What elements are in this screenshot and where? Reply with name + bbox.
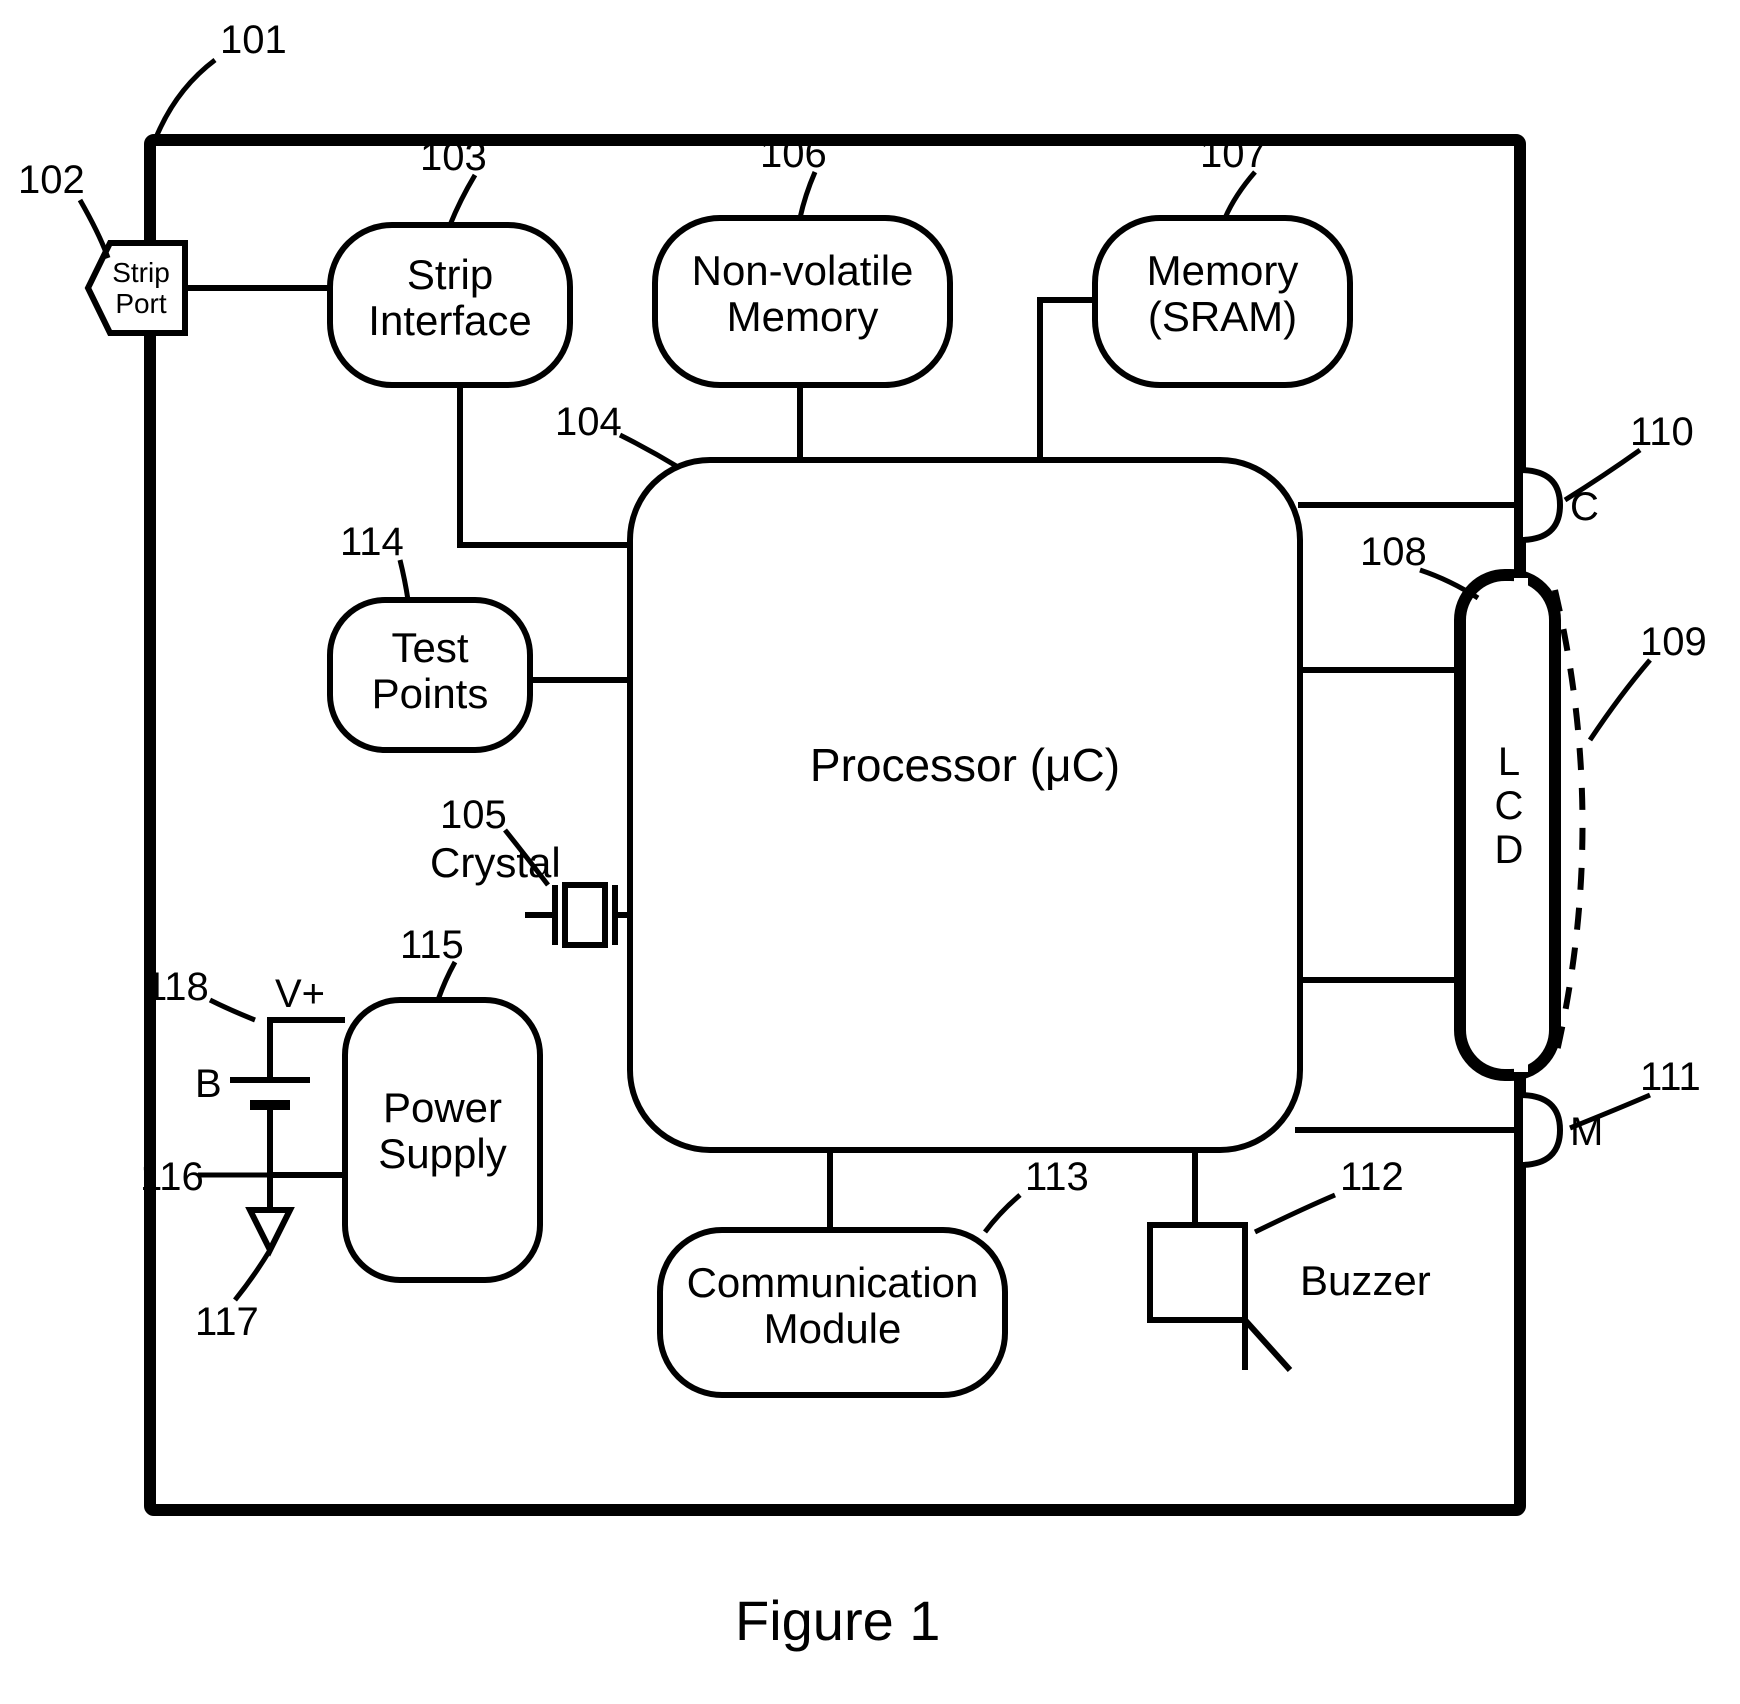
leader-117: [235, 1250, 270, 1300]
ref-105: 105: [440, 793, 507, 837]
button-c-shape: [1520, 470, 1560, 540]
ref-117: 117: [195, 1300, 259, 1344]
leader-115: [438, 962, 455, 1000]
leader-109: [1590, 660, 1650, 740]
crystal-label: Crystal: [430, 840, 590, 886]
strip-port-label: Strip Port: [102, 258, 180, 320]
ref-102: 102: [18, 158, 85, 202]
leader-114: [400, 560, 408, 600]
buzzer-shape: [1150, 1225, 1245, 1320]
ref-101: 101: [220, 18, 287, 62]
ref-118: 118: [145, 965, 209, 1009]
ref-114: 114: [340, 520, 404, 564]
ref-115: 115: [400, 923, 464, 967]
button-c-label: C: [1570, 485, 1599, 529]
leader-101: [155, 60, 215, 140]
crystal-body: [565, 885, 605, 945]
lcd-c: C: [1490, 784, 1530, 828]
buzzer-cone-line: [1245, 1320, 1290, 1370]
ref-103: 103: [420, 135, 487, 179]
processor-block: [630, 460, 1300, 1150]
leader-113: [985, 1195, 1020, 1232]
ref-113: 113: [1025, 1155, 1089, 1199]
ground-arrow: [250, 1210, 290, 1250]
leader-103: [450, 175, 475, 225]
processor-label: Processor (μC): [630, 740, 1300, 791]
nv-memory-label: Non-volatile Memory: [655, 248, 950, 340]
figure-title: Figure 1: [735, 1590, 940, 1652]
strip-interface-label: Strip Interface: [330, 252, 570, 344]
buzzer-label: Buzzer: [1300, 1258, 1480, 1304]
ref-112: 112: [1340, 1155, 1404, 1199]
ref-108: 108: [1360, 530, 1427, 574]
ref-109: 109: [1640, 620, 1707, 664]
wire-vplus: [270, 1020, 345, 1080]
test-points-label: Test Points: [330, 625, 530, 717]
conn-sram-proc: [1040, 300, 1095, 462]
lcd-l: L: [1490, 740, 1530, 784]
leader-112: [1255, 1195, 1335, 1232]
ref-107: 107: [1200, 132, 1267, 176]
lcd-label: L C D: [1490, 740, 1530, 872]
button-m-shape: [1520, 1095, 1560, 1165]
leader-102: [80, 200, 108, 258]
power-supply-label: Power Supply: [345, 1085, 540, 1177]
leader-107: [1225, 172, 1255, 218]
leader-106: [800, 172, 815, 218]
ref-116: 116: [140, 1155, 204, 1199]
ref-106: 106: [760, 132, 827, 176]
ref-104: 104: [555, 400, 622, 444]
memory-sram-label: Memory (SRAM): [1095, 248, 1350, 340]
comm-module-label: Communication Module: [660, 1260, 1005, 1352]
batt-label: B: [195, 1062, 222, 1106]
vplus-label: V+: [275, 972, 325, 1016]
ref-110: 110: [1630, 410, 1694, 454]
lcd-d: D: [1490, 828, 1530, 872]
ref-111: 111: [1640, 1055, 1701, 1099]
leader-104: [620, 435, 678, 467]
leader-118: [210, 1000, 255, 1020]
button-m-label: M: [1570, 1110, 1603, 1154]
diagram-canvas: 101 102 103 106 107 104 110 108 109 114 …: [0, 0, 1740, 1704]
